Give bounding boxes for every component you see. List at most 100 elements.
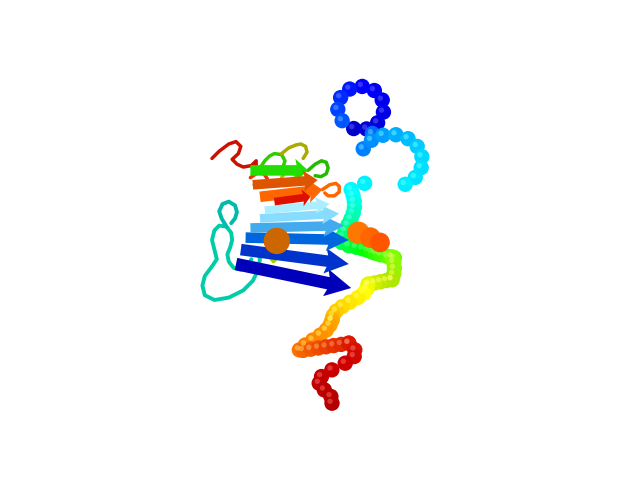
Circle shape bbox=[347, 200, 362, 215]
Circle shape bbox=[321, 342, 327, 348]
Circle shape bbox=[351, 243, 357, 248]
Circle shape bbox=[384, 272, 400, 288]
Circle shape bbox=[336, 93, 341, 98]
Circle shape bbox=[410, 139, 425, 154]
Circle shape bbox=[346, 188, 361, 203]
Circle shape bbox=[301, 340, 306, 346]
Circle shape bbox=[346, 215, 352, 220]
Circle shape bbox=[360, 242, 375, 258]
FancyArrow shape bbox=[252, 170, 317, 192]
Circle shape bbox=[341, 238, 356, 253]
Circle shape bbox=[335, 299, 350, 314]
Circle shape bbox=[358, 82, 363, 87]
Circle shape bbox=[305, 332, 321, 348]
Circle shape bbox=[356, 286, 371, 301]
Circle shape bbox=[376, 250, 381, 255]
Circle shape bbox=[389, 258, 394, 264]
FancyArrow shape bbox=[264, 197, 330, 214]
Circle shape bbox=[303, 342, 319, 357]
Circle shape bbox=[368, 246, 383, 261]
Circle shape bbox=[328, 311, 334, 316]
Circle shape bbox=[401, 180, 406, 185]
Circle shape bbox=[342, 294, 358, 310]
FancyArrow shape bbox=[260, 205, 339, 224]
Circle shape bbox=[324, 362, 340, 378]
Circle shape bbox=[325, 321, 331, 326]
Circle shape bbox=[344, 182, 359, 197]
Circle shape bbox=[344, 338, 349, 344]
Circle shape bbox=[333, 337, 349, 352]
Circle shape bbox=[359, 288, 365, 294]
FancyArrow shape bbox=[259, 180, 323, 203]
Circle shape bbox=[334, 235, 349, 250]
Circle shape bbox=[375, 128, 390, 143]
Circle shape bbox=[340, 359, 346, 364]
Circle shape bbox=[367, 83, 382, 98]
Circle shape bbox=[359, 281, 374, 296]
Circle shape bbox=[312, 375, 327, 391]
Circle shape bbox=[379, 273, 394, 288]
Circle shape bbox=[378, 131, 384, 136]
Circle shape bbox=[374, 92, 390, 108]
Circle shape bbox=[322, 325, 327, 331]
Circle shape bbox=[386, 266, 401, 282]
Circle shape bbox=[312, 327, 328, 343]
Circle shape bbox=[317, 372, 323, 377]
Circle shape bbox=[337, 223, 353, 239]
Circle shape bbox=[350, 203, 355, 208]
Circle shape bbox=[335, 229, 351, 244]
Circle shape bbox=[340, 226, 346, 231]
Circle shape bbox=[346, 121, 362, 136]
Circle shape bbox=[320, 385, 325, 391]
FancyArrow shape bbox=[274, 190, 310, 206]
Circle shape bbox=[332, 307, 337, 312]
Circle shape bbox=[362, 124, 367, 130]
Circle shape bbox=[344, 220, 349, 226]
Circle shape bbox=[349, 124, 355, 129]
Circle shape bbox=[345, 84, 351, 90]
Circle shape bbox=[353, 293, 358, 299]
Circle shape bbox=[386, 255, 401, 270]
Circle shape bbox=[338, 232, 344, 237]
Circle shape bbox=[358, 144, 364, 150]
Circle shape bbox=[349, 208, 354, 214]
Circle shape bbox=[381, 276, 387, 281]
Circle shape bbox=[390, 264, 395, 269]
Circle shape bbox=[306, 345, 312, 350]
Circle shape bbox=[337, 302, 343, 307]
Circle shape bbox=[417, 163, 422, 168]
Circle shape bbox=[316, 330, 321, 336]
Circle shape bbox=[314, 369, 329, 384]
Circle shape bbox=[356, 141, 371, 156]
FancyArrow shape bbox=[235, 258, 351, 296]
Circle shape bbox=[364, 279, 369, 285]
Circle shape bbox=[360, 179, 365, 184]
Circle shape bbox=[371, 249, 376, 254]
Circle shape bbox=[364, 132, 379, 148]
Circle shape bbox=[417, 152, 422, 157]
Circle shape bbox=[364, 244, 380, 260]
Circle shape bbox=[413, 160, 429, 175]
Circle shape bbox=[373, 118, 378, 123]
Circle shape bbox=[367, 276, 383, 291]
Circle shape bbox=[387, 250, 402, 265]
Circle shape bbox=[387, 275, 393, 281]
Circle shape bbox=[370, 86, 375, 91]
Circle shape bbox=[324, 312, 340, 328]
Circle shape bbox=[363, 246, 369, 251]
Circle shape bbox=[324, 396, 340, 411]
FancyArrow shape bbox=[246, 228, 349, 251]
Circle shape bbox=[348, 191, 354, 196]
Circle shape bbox=[376, 277, 381, 283]
Circle shape bbox=[344, 338, 349, 344]
Circle shape bbox=[355, 79, 370, 94]
Circle shape bbox=[292, 342, 307, 358]
Circle shape bbox=[317, 382, 332, 397]
Circle shape bbox=[376, 104, 391, 120]
Circle shape bbox=[337, 238, 342, 243]
Circle shape bbox=[373, 247, 388, 263]
Circle shape bbox=[346, 349, 362, 364]
Circle shape bbox=[384, 249, 400, 264]
Circle shape bbox=[411, 173, 416, 178]
Circle shape bbox=[346, 205, 361, 221]
